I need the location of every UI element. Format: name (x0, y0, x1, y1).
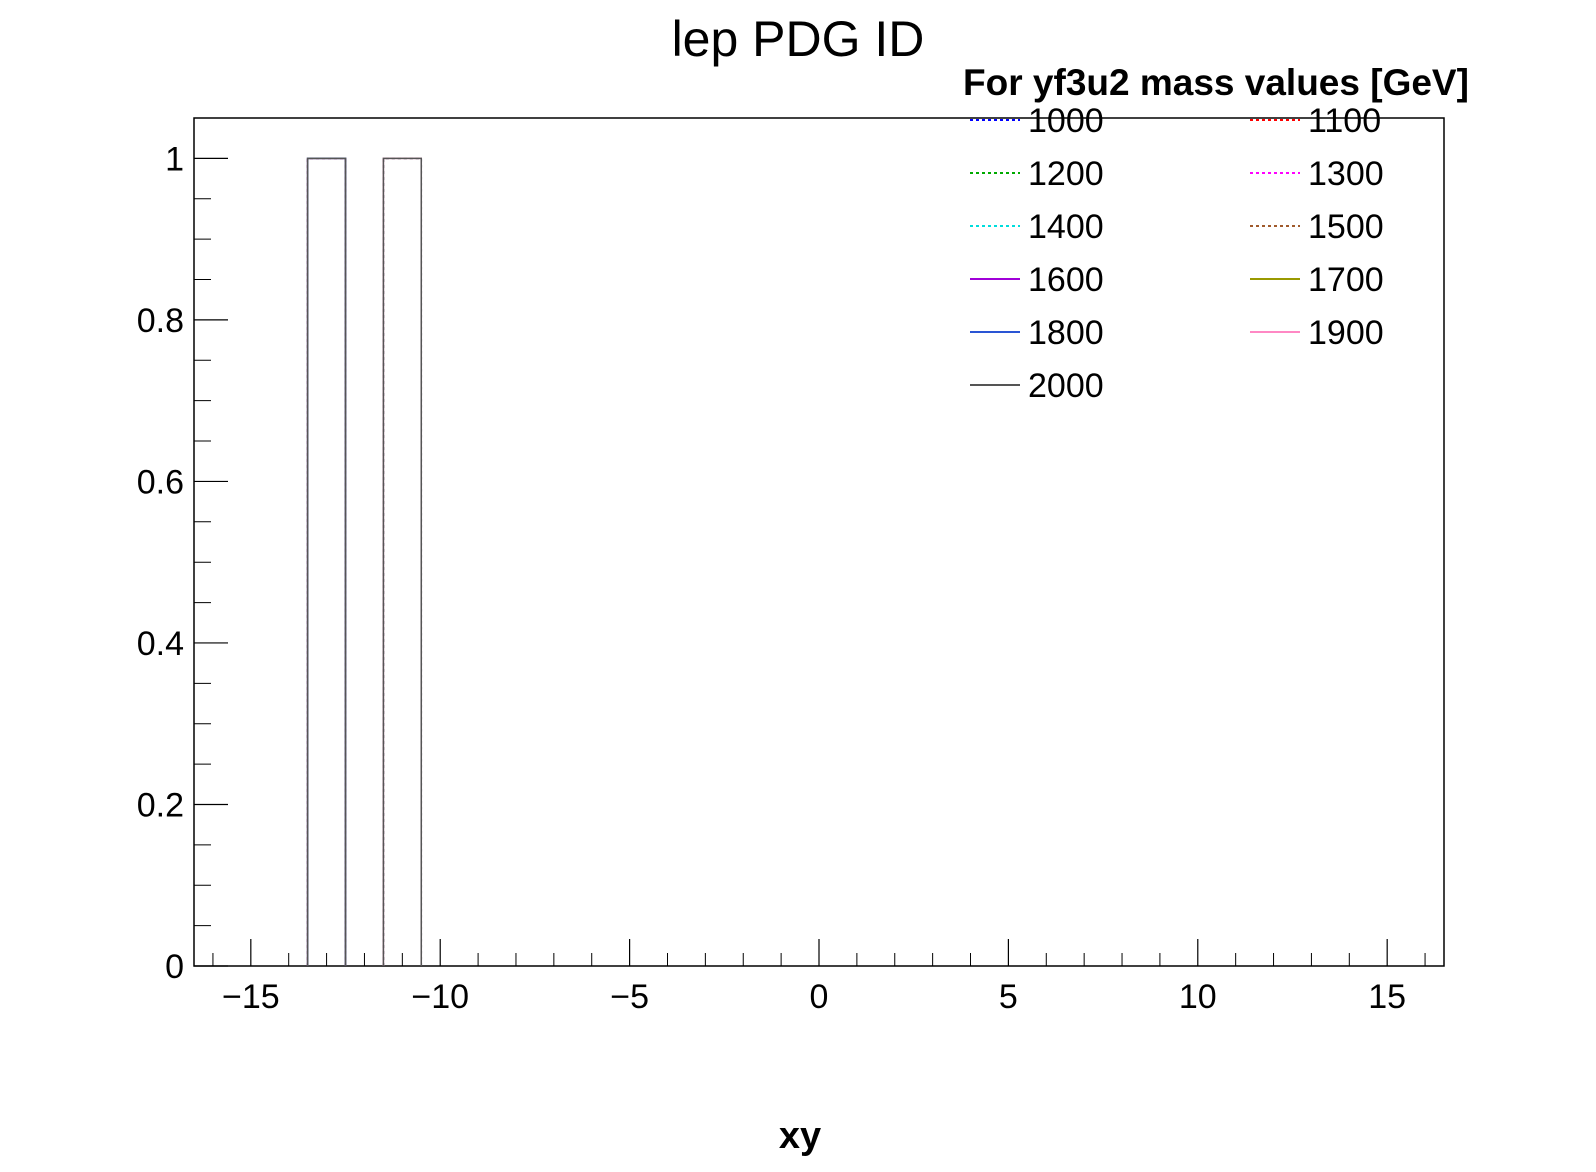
y-tick-label: 0.2 (137, 786, 184, 824)
x-tick-label: 10 (1179, 978, 1217, 1016)
legend-label: 1300 (1308, 155, 1384, 193)
legend-label: 1200 (1028, 155, 1104, 193)
legend-entry-1600: 1600 (970, 261, 1104, 299)
x-tick-label: −5 (610, 978, 649, 1016)
x-tick-label: 5 (999, 978, 1018, 1016)
y-tick-label: 0.8 (137, 302, 184, 340)
bin-2000-0 (306, 157, 347, 966)
bin-1600-0 (306, 157, 347, 966)
histogram-bars (306, 157, 423, 966)
bin-1800-0 (306, 157, 347, 966)
x-tick-label: −10 (411, 978, 469, 1016)
plot-frame (193, 117, 1445, 967)
x-axis-label: xy (779, 1115, 821, 1157)
legend-entry-2000: 2000 (970, 367, 1104, 405)
legend-entry-1000: 1000 (970, 102, 1104, 140)
legend-entries: 1000 1100 1200 1300 1400 1500 1600 1700 1800 1900… (970, 102, 1384, 405)
legend-label: 1600 (1028, 261, 1104, 299)
legend-title: For yf3u2 mass values [GeV] (963, 62, 1469, 103)
y-tick-label: 1 (165, 140, 184, 178)
bin-1200-0 (382, 157, 423, 966)
legend-label: 1900 (1308, 314, 1384, 352)
legend-label: 1800 (1028, 314, 1104, 352)
legend-label: 1100 (1308, 102, 1381, 140)
legend-entry-1400: 1400 (970, 208, 1104, 246)
legend: For yf3u2 mass values [GeV] 1000 1100 1200… (963, 62, 1469, 405)
x-tick-label: −15 (222, 978, 280, 1016)
legend-entry-1500: 1500 (1250, 208, 1384, 246)
bin-2000-1 (382, 157, 423, 966)
bin-1300-0 (382, 157, 423, 966)
y-tick-label: 0 (165, 948, 184, 986)
bin-1700-0 (306, 157, 347, 966)
legend-entry-1200: 1200 (970, 155, 1104, 193)
legend-entry-1100: 1100 (1250, 102, 1381, 140)
axes: −15 −10 −5 0 5 10 15 0 0.2 0.4 0.6 0.8 1 (137, 117, 1426, 1016)
y-tick-label: 0.4 (137, 625, 184, 663)
bin-1900-0 (382, 157, 423, 966)
chart-title: lep PDG ID (672, 11, 925, 67)
bin-1500-0 (382, 157, 423, 966)
legend-label: 1700 (1308, 261, 1384, 299)
y-tick-label: 0.6 (137, 463, 184, 501)
legend-label: 1500 (1308, 208, 1384, 246)
legend-entry-1800: 1800 (970, 314, 1104, 352)
bin-1400-0 (382, 157, 423, 966)
legend-label: 1000 (1028, 102, 1104, 140)
x-tick-label: 0 (810, 978, 829, 1016)
legend-label: 1400 (1028, 208, 1104, 246)
bin-1000-0 (306, 157, 347, 966)
legend-entry-1300: 1300 (1250, 155, 1384, 193)
legend-label: 2000 (1028, 367, 1104, 405)
bin-1100-0 (306, 157, 347, 966)
x-tick-label: 15 (1368, 978, 1406, 1016)
legend-entry-1700: 1700 (1250, 261, 1384, 299)
legend-entry-1900: 1900 (1250, 314, 1384, 352)
